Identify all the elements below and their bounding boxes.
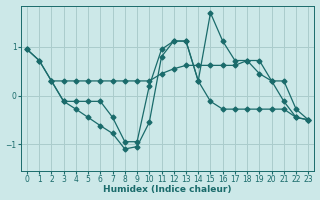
X-axis label: Humidex (Indice chaleur): Humidex (Indice chaleur) [103, 185, 232, 194]
